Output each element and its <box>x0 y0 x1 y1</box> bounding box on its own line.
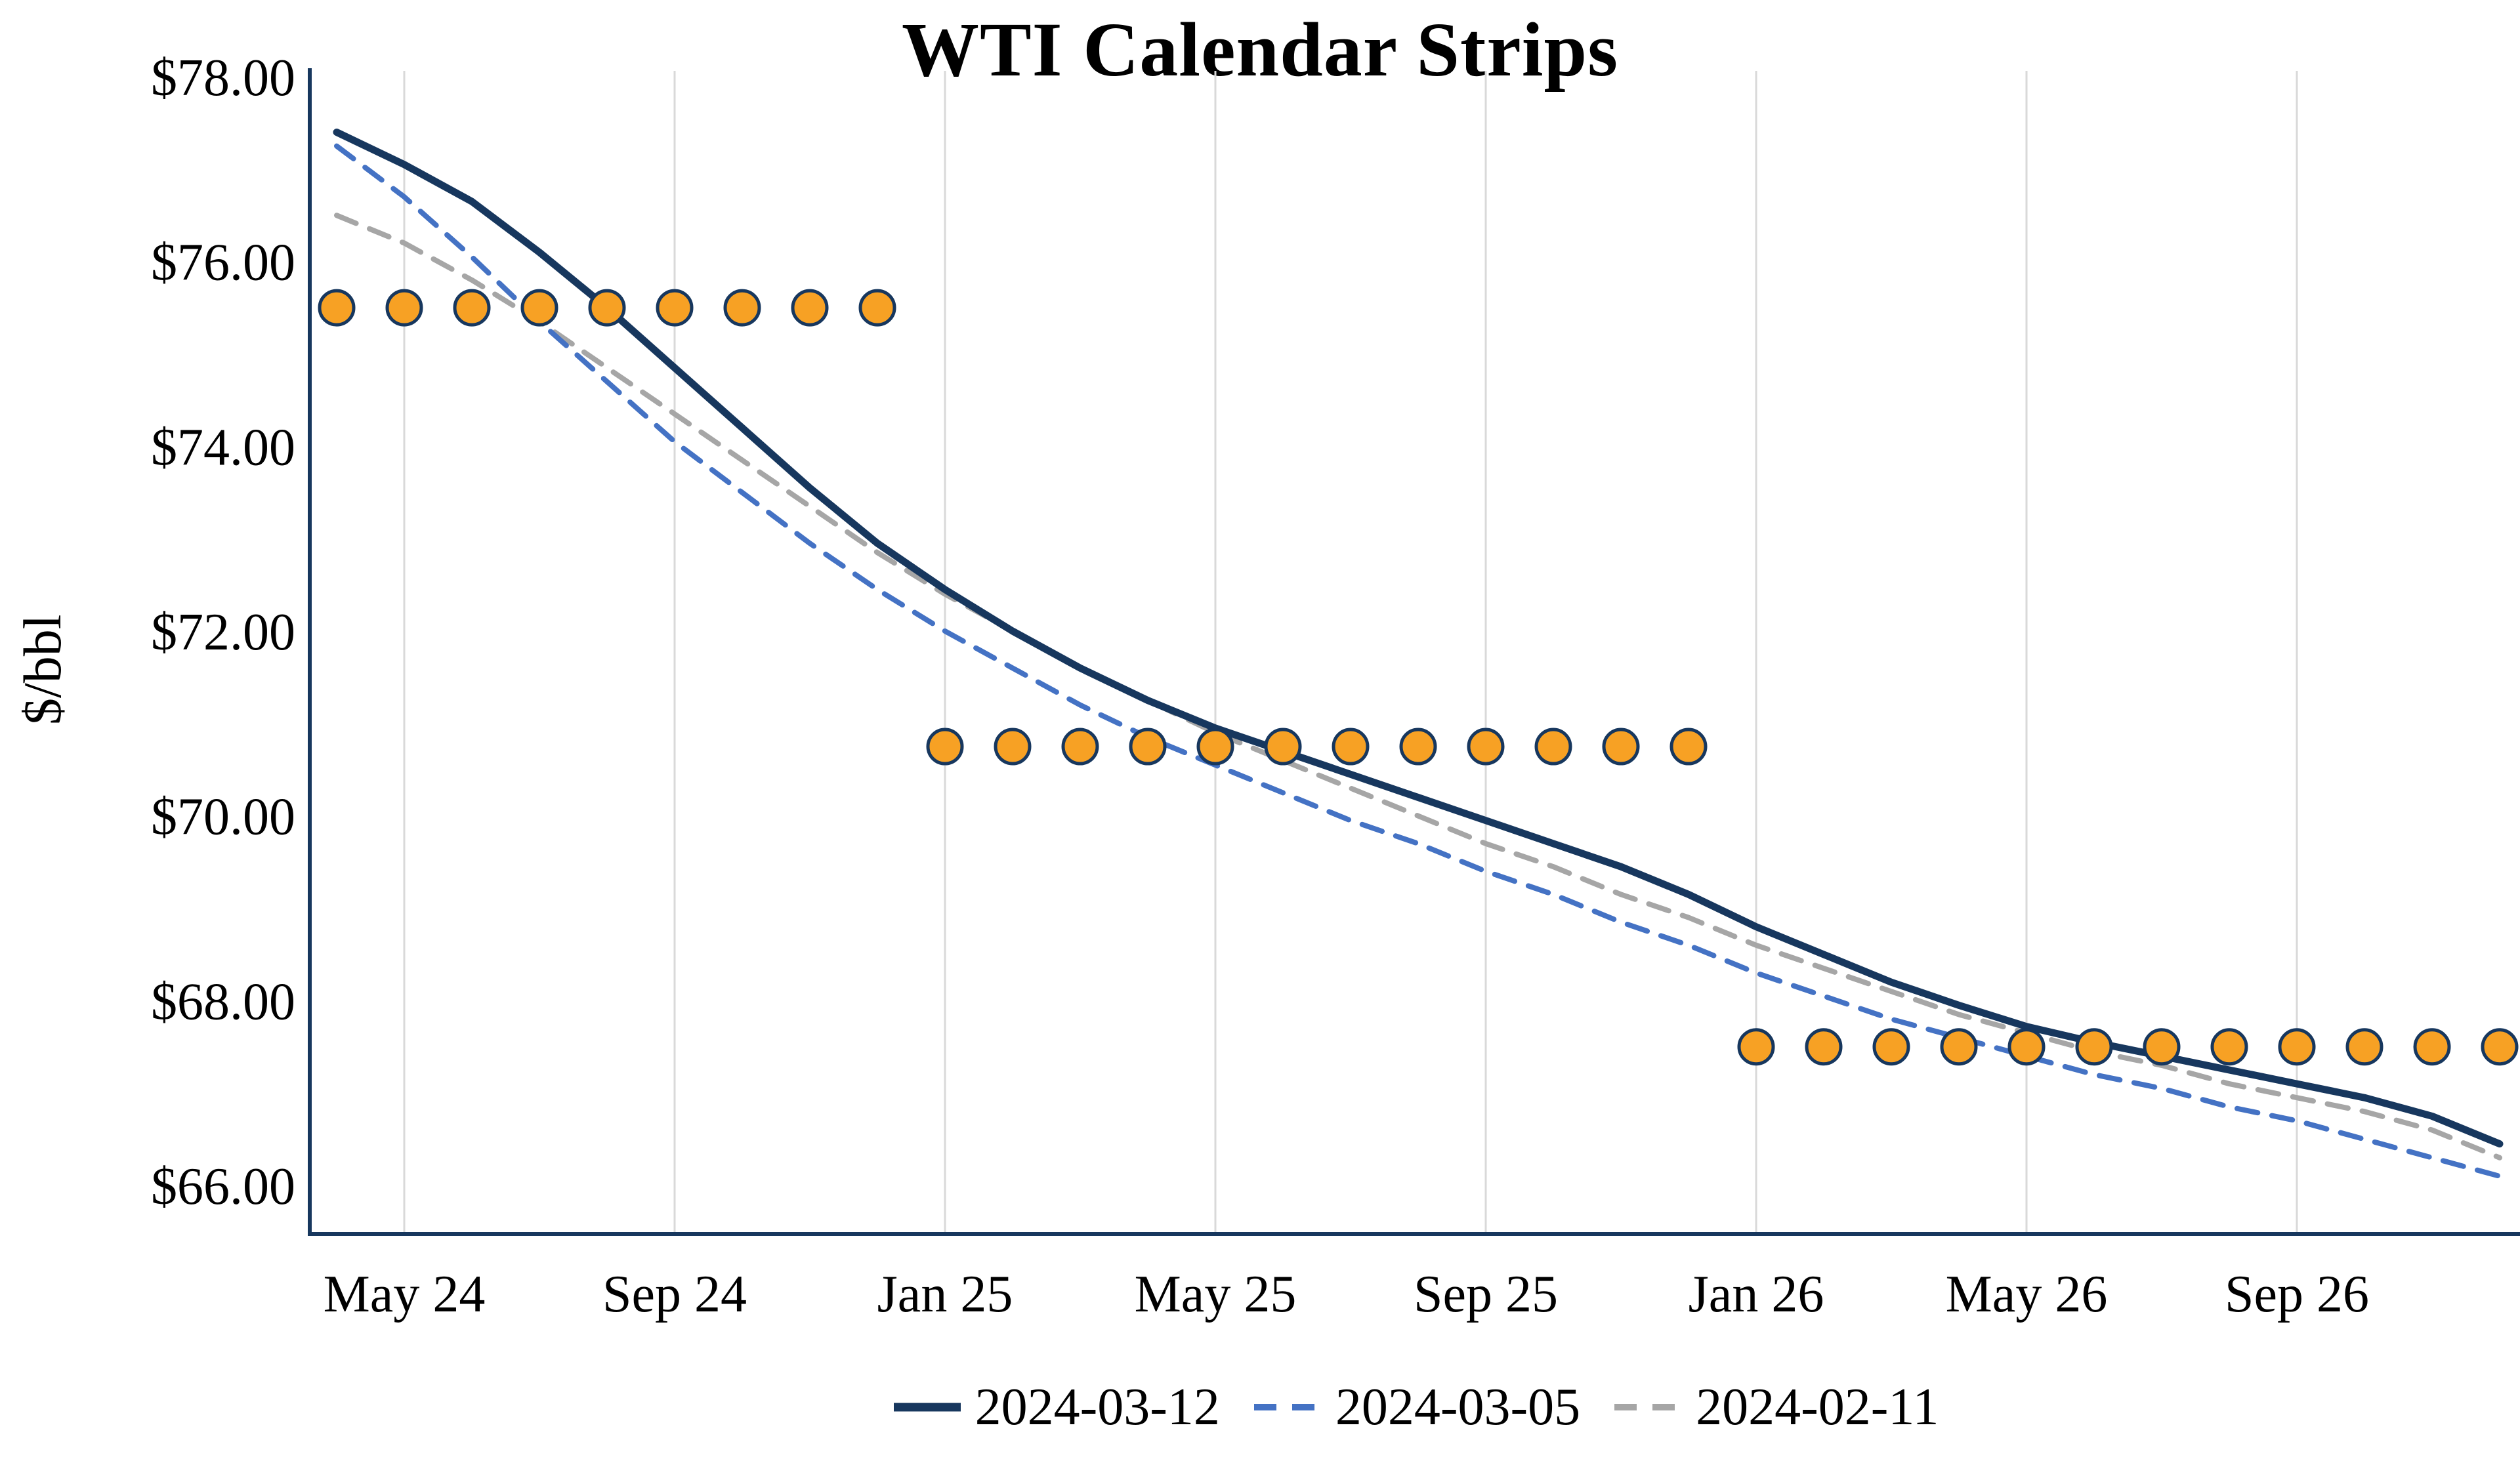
strip-marker <box>791 289 829 327</box>
strip-marker <box>994 728 1032 766</box>
strip-marker <box>1737 1028 1775 1066</box>
x-tick-label: Jan 25 <box>877 1265 1013 1323</box>
legend-item-series-0: 2024-03-12 <box>891 1378 1220 1437</box>
strip-marker <box>1940 1028 1978 1066</box>
legend-swatch-dashed-icon <box>1253 1404 1316 1410</box>
y-tick-label: $74.00 <box>151 419 295 476</box>
strip-marker <box>2278 1028 2316 1066</box>
strip-marker <box>2075 1028 2113 1066</box>
strip-marker <box>1399 728 1437 766</box>
strip-marker <box>520 289 558 327</box>
y-tick-label: $78.00 <box>151 49 295 107</box>
strip-marker <box>453 289 491 327</box>
strip-marker <box>858 289 896 327</box>
x-tick-label: Sep 24 <box>602 1265 747 1323</box>
x-tick-label: May 26 <box>1946 1265 2108 1323</box>
y-tick-label: $76.00 <box>151 234 295 292</box>
series-line-2024-02-11 <box>334 213 2502 1161</box>
strip-marker <box>1196 728 1234 766</box>
chart-title: WTI Calendar Strips <box>901 7 1619 92</box>
strip-marker <box>318 289 356 327</box>
y-tick-label: $68.00 <box>151 973 295 1031</box>
x-tick-label: May 25 <box>1135 1265 1297 1323</box>
strip-marker <box>385 289 423 327</box>
chart-plot: May 24 Sep 24 Jan 25 May 25 Sep 25 Jan 26 May … <box>151 49 2520 1323</box>
strip-marker <box>1129 728 1167 766</box>
strip-marker <box>1264 728 1302 766</box>
strip-marker <box>1467 728 1505 766</box>
x-tick-label: Jan 26 <box>1689 1265 1824 1323</box>
legend-swatch-solid-icon <box>893 1403 961 1412</box>
y-tick-label: $70.00 <box>151 789 295 846</box>
chart-legend: 2024-03-12 2024-03-05 2024-02-11 <box>310 1371 2520 1443</box>
legend-item-series-2: 2024-02-11 <box>1612 1378 1939 1437</box>
x-tick-label: Sep 26 <box>2225 1265 2369 1323</box>
strip-marker <box>1061 728 1099 766</box>
strip-marker <box>2210 1028 2248 1066</box>
strip-marker <box>2007 1028 2046 1066</box>
strip-marker <box>2143 1028 2181 1066</box>
strip-marker <box>1602 728 1640 766</box>
strip-marker <box>1670 728 1708 766</box>
strip-marker <box>1805 1028 1843 1066</box>
y-tick-label: $72.00 <box>151 604 295 661</box>
strip-marker <box>723 289 761 327</box>
strip-marker <box>2345 1028 2384 1066</box>
strip-marker <box>1332 728 1370 766</box>
strip-marker <box>2481 1028 2519 1066</box>
x-tick-label: May 24 <box>324 1265 486 1323</box>
legend-label: 2024-03-05 <box>1335 1378 1581 1436</box>
x-tick-label: Sep 25 <box>1414 1265 1558 1323</box>
legend-item-series-1: 2024-03-05 <box>1251 1378 1580 1437</box>
legend-label: 2024-03-12 <box>975 1378 1220 1436</box>
strip-marker <box>2413 1028 2451 1066</box>
series-line-2024-03-05 <box>334 143 2502 1179</box>
legend-label: 2024-02-11 <box>1696 1378 1939 1436</box>
strip-marker <box>588 289 626 327</box>
y-tick-label: $66.00 <box>151 1158 295 1216</box>
strip-marker <box>1534 728 1572 766</box>
series-line-2024-03-12 <box>333 129 2504 1148</box>
strip-marker <box>1872 1028 1910 1066</box>
legend-swatch-dashed-icon <box>1614 1404 1677 1410</box>
strip-marker <box>926 728 964 766</box>
strip-marker <box>656 289 694 327</box>
